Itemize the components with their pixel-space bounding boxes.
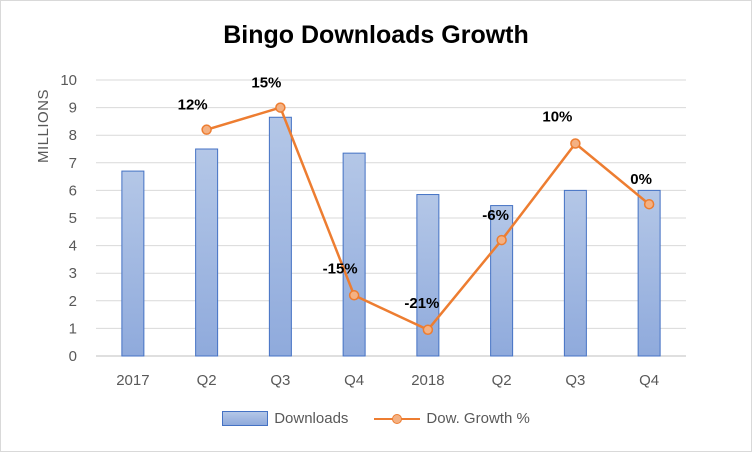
bar-downloads [490,205,514,357]
x-tick-label: Q3 [565,372,585,389]
y-tick-label: 4 [69,238,77,255]
y-axis-ticks: 0 1 2 3 4 5 6 7 8 9 10 [60,72,77,365]
bar-downloads [563,189,587,357]
x-tick-label: 2017 [116,372,149,389]
y-tick-label: 1 [69,320,77,337]
x-tick-label: Q2 [197,372,217,389]
growth-data-label: 15% [251,75,281,92]
y-tick-label: 9 [69,100,77,117]
growth-point [643,198,655,210]
growth-point [422,324,434,336]
growth-data-label: 10% [542,108,572,125]
x-axis-ticks: 2017 Q2 Q3 Q4 2018 Q2 Q3 Q4 [116,372,659,389]
bar-downloads [342,152,366,357]
y-axis-label: MILLIONS [35,89,52,163]
y-tick-label: 10 [60,72,77,89]
growth-point [496,234,507,246]
bar-series [121,116,661,357]
x-tick-label: 2018 [411,372,444,389]
growth-swatch [374,412,421,426]
growth-data-label: -21% [404,295,439,312]
growth-point [570,138,581,149]
growth-point [348,290,360,301]
x-tick-label: Q3 [270,372,290,389]
bar-downloads [416,194,440,357]
y-tick-label: 6 [69,182,77,199]
bar-downloads [195,148,219,357]
growth-data-label: -15% [323,260,358,277]
legend-label-growth: Dow. Growth % [426,410,530,427]
growth-data-label: -6% [482,207,509,224]
bar-downloads [637,189,661,357]
y-tick-label: 7 [69,155,77,172]
downloads-swatch [222,411,269,426]
legend-item-downloads[interactable]: Downloads [222,410,348,427]
legend-label-downloads: Downloads [274,410,349,427]
y-tick-label: 5 [69,210,77,227]
growth-point [201,124,212,135]
growth-point [275,102,286,113]
y-tick-label: 3 [69,265,77,282]
y-tick-label: 2 [69,293,77,310]
bar-downloads [268,116,292,357]
y-tick-label: 8 [69,127,77,144]
chart-title: Bingo Downloads Growth [223,21,529,49]
x-tick-label: Q2 [492,372,512,389]
y-tick-label: 0 [69,348,77,365]
bar-downloads [121,170,145,357]
gridlines [96,79,686,357]
x-tick-label: Q4 [344,372,364,389]
growth-data-label: 0% [630,171,652,188]
legend: Downloads Dow. Growth % [1,410,751,427]
legend-item-growth[interactable]: Dow. Growth % [374,410,530,427]
growth-data-label: 12% [178,97,208,114]
line-series: 12% 15% -15% -21% -6% 10% 0% [178,75,655,336]
x-tick-label: Q4 [639,372,659,389]
